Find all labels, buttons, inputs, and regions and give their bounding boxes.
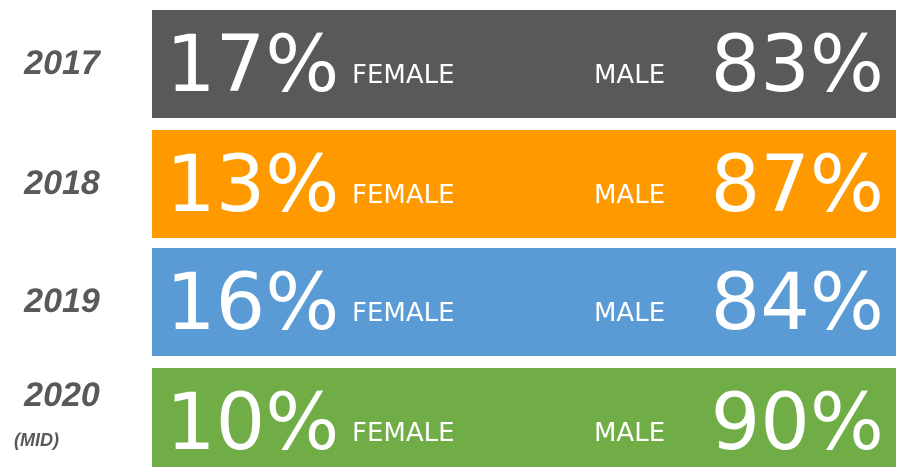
row-bar: 17% FEMALE MALE 83% bbox=[152, 10, 896, 118]
row-bar: 13% FEMALE MALE 87% bbox=[152, 130, 896, 238]
female-percent: 13% bbox=[166, 140, 340, 230]
female-percent: 10% bbox=[166, 378, 340, 467]
year-label: 2018 bbox=[24, 164, 100, 202]
year-label: 2020 bbox=[24, 376, 100, 414]
male-label: MALE bbox=[594, 60, 666, 90]
male-label: MALE bbox=[594, 418, 666, 448]
female-label: FEMALE bbox=[352, 180, 455, 210]
year-label: 2017 bbox=[24, 44, 100, 82]
female-label: FEMALE bbox=[352, 418, 455, 448]
male-label: MALE bbox=[594, 298, 666, 328]
male-percent: 84% bbox=[710, 258, 884, 348]
year-label: 2019 bbox=[24, 282, 100, 320]
female-label: FEMALE bbox=[352, 298, 455, 328]
female-percent: 16% bbox=[166, 258, 340, 348]
female-percent: 17% bbox=[166, 20, 340, 110]
year-note: (MID) bbox=[14, 430, 59, 450]
male-label: MALE bbox=[594, 180, 666, 210]
male-percent: 90% bbox=[710, 378, 884, 467]
row-bar: 10% FEMALE MALE 90% bbox=[152, 368, 896, 467]
male-percent: 83% bbox=[710, 20, 884, 110]
row-bar: 16% FEMALE MALE 84% bbox=[152, 248, 896, 356]
female-label: FEMALE bbox=[352, 60, 455, 90]
male-percent: 87% bbox=[710, 140, 884, 230]
